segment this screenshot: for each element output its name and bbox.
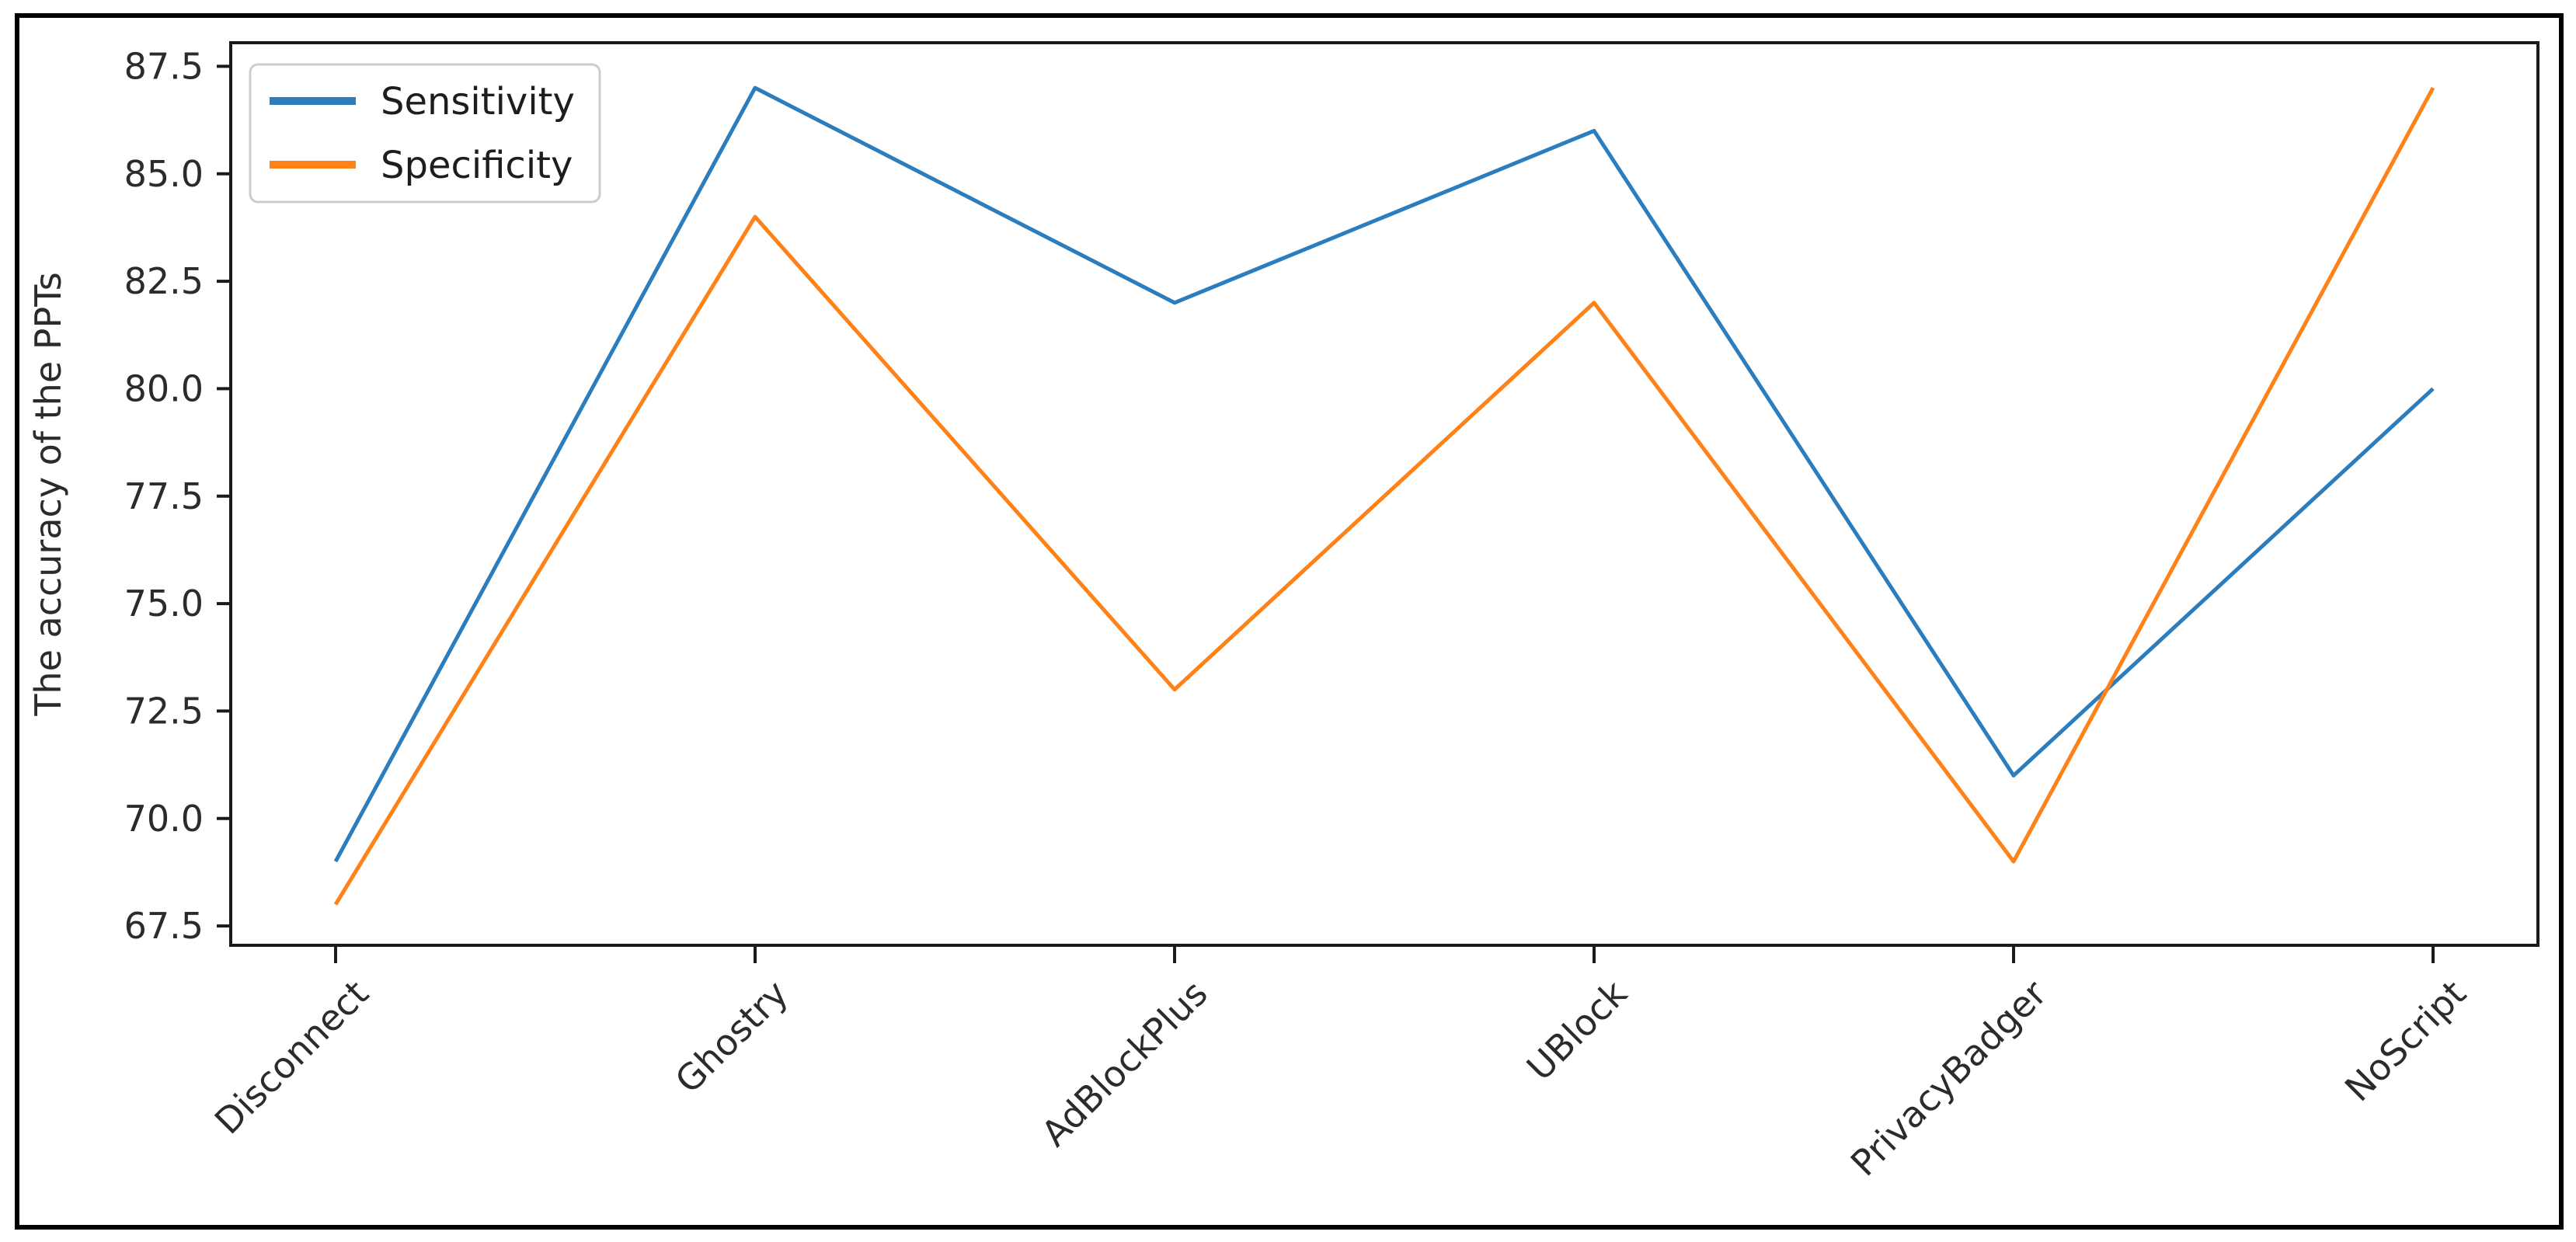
figure-border — [15, 13, 2564, 1230]
legend-label-sensitivity: Sensitivity — [381, 80, 575, 124]
x-tick-label: PrivacyBadger — [1843, 972, 2055, 1185]
x-tick-label: NoScript — [2337, 972, 2474, 1110]
y-tick-label: 77.5 — [124, 475, 204, 517]
series-lines — [333, 85, 2435, 906]
y-tick-label: 82.5 — [124, 260, 204, 302]
y-tick-label: 85.0 — [124, 153, 204, 195]
x-tick-label: Ghostry — [667, 972, 796, 1101]
y-tick-label: 87.5 — [124, 45, 204, 87]
legend-label-specificity: Specificity — [381, 144, 573, 187]
series-line-sensitivity — [333, 85, 2435, 863]
plot-area — [229, 41, 2539, 947]
y-tick-label: 67.5 — [124, 905, 204, 947]
legend: Sensitivity Specificity — [249, 63, 601, 204]
x-tick-label: UBlock — [1519, 972, 1635, 1088]
x-axis-ticks: Disconnect Ghostry AdBlockPlus UBlock Privac… — [207, 945, 2474, 1184]
y-axis-label: The accuracy of the PPTs — [27, 272, 69, 716]
y-tick-label: 80.0 — [124, 367, 204, 409]
series-line-specificity — [333, 86, 2435, 906]
x-tick-label: Disconnect — [207, 972, 377, 1143]
y-axis-ticks: 67.5 70.0 72.5 75.0 77.5 80.0 82.5 85.0 87.5 — [124, 45, 231, 947]
y-tick-label: 72.5 — [124, 690, 204, 732]
y-tick-label: 75.0 — [124, 583, 204, 624]
x-tick-label: AdBlockPlus — [1033, 972, 1216, 1155]
y-tick-label: 70.0 — [124, 798, 204, 840]
